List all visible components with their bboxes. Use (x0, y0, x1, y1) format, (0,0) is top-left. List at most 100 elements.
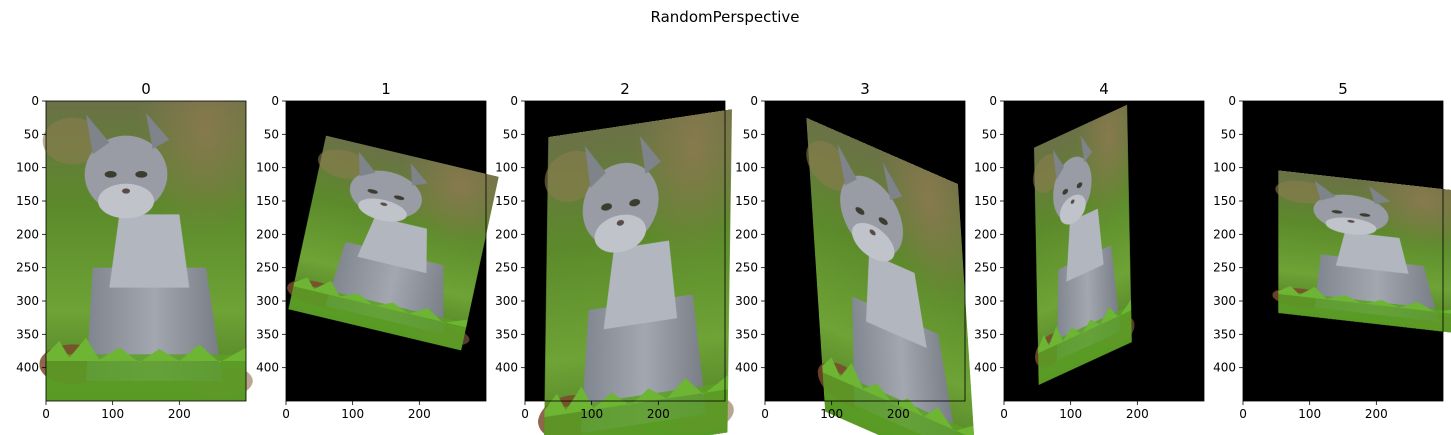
y-tick-label: 400 (735, 361, 758, 375)
lynx-photo-warp (39, 101, 253, 401)
x-tick-label: 100 (1059, 407, 1082, 421)
x-tick-label: 0 (282, 407, 290, 421)
y-tick-label: 300 (16, 294, 39, 308)
y-tick-label: 250 (256, 261, 279, 275)
y-tick-label: 300 (735, 294, 758, 308)
panel-title: 1 (381, 80, 391, 98)
y-tick-label: 300 (256, 294, 279, 308)
y-tick-label: 300 (495, 294, 518, 308)
y-tick-label: 350 (735, 327, 758, 341)
y-tick-label: 200 (1213, 227, 1236, 241)
y-tick-label: 50 (24, 127, 39, 141)
image-panel-2: 2 0 50 100 150 200 250 300 350 400 0 100 200 (495, 80, 739, 435)
x-tick-label: 200 (168, 407, 191, 421)
y-tick-label: 350 (16, 327, 39, 341)
y-tick-label: 0 (989, 94, 997, 108)
y-tick-label: 400 (16, 361, 39, 375)
y-tick-label: 250 (1213, 261, 1236, 275)
y-tick-label: 400 (256, 361, 279, 375)
x-tick-label: 200 (408, 407, 431, 421)
y-tick-label: 350 (495, 327, 518, 341)
image-panel-1: 1 0 50 100 150 200 250 300 350 400 0 100 200 (256, 80, 505, 421)
y-tick-label: 200 (735, 227, 758, 241)
y-tick-label: 350 (974, 327, 997, 341)
y-tick-label: 300 (1213, 294, 1236, 308)
lynx-photo-scale (1272, 169, 1451, 335)
panel-title: 4 (1099, 80, 1109, 98)
y-tick-label: 50 (1221, 127, 1236, 141)
x-tick-label: 100 (820, 407, 843, 421)
lynx-photo (1030, 103, 1135, 387)
x-tick-label: 200 (887, 407, 910, 421)
panel-title: 5 (1338, 80, 1348, 98)
y-tick-label: 150 (495, 194, 518, 208)
x-tick-label: 100 (1298, 407, 1321, 421)
panel-title: 2 (620, 80, 630, 98)
y-tick-label: 100 (735, 161, 758, 175)
lynx-photo (39, 101, 253, 401)
x-tick-label: 200 (1365, 407, 1388, 421)
x-tick-label: 0 (761, 407, 769, 421)
x-tick-label: 200 (647, 407, 670, 421)
axes-frame (1003, 100, 1205, 402)
y-tick-label: 200 (16, 227, 39, 241)
panel-title: 0 (141, 80, 151, 98)
lynx-photo (1272, 169, 1451, 335)
axes-frame (45, 100, 247, 402)
y-tick-label: 250 (974, 261, 997, 275)
y-tick-label: 400 (1213, 361, 1236, 375)
y-tick-label: 100 (256, 161, 279, 175)
x-tick-label: 100 (341, 407, 364, 421)
y-tick-label: 150 (1213, 194, 1236, 208)
image-panel-3: 3 0 50 100 150 200 250 300 350 400 0 100 200 (735, 80, 982, 435)
lynx-photo-scale (1030, 103, 1135, 387)
axes-frame (285, 100, 487, 402)
x-tick-label: 0 (1239, 407, 1247, 421)
y-tick-label: 50 (743, 127, 758, 141)
y-tick-label: 50 (503, 127, 518, 141)
y-tick-label: 150 (16, 194, 39, 208)
y-tick-label: 0 (510, 94, 518, 108)
y-tick-label: 0 (1228, 94, 1236, 108)
y-tick-label: 50 (264, 127, 279, 141)
y-tick-label: 150 (735, 194, 758, 208)
y-tick-label: 150 (974, 194, 997, 208)
image-panel-4: 4 0 50 100 150 200 250 300 350 400 0 100 200 (974, 80, 1205, 421)
lynx-photo-warp (537, 108, 739, 435)
x-tick-label: 100 (101, 407, 124, 421)
lynx-photo-warp (1030, 103, 1135, 387)
y-tick-label: 250 (16, 261, 39, 275)
y-tick-label: 300 (974, 294, 997, 308)
y-tick-label: 100 (16, 161, 39, 175)
x-tick-label: 200 (1126, 407, 1149, 421)
y-tick-label: 400 (974, 361, 997, 375)
y-tick-label: 100 (495, 161, 518, 175)
panel-title: 3 (860, 80, 870, 98)
y-tick-label: 0 (31, 94, 39, 108)
y-tick-label: 50 (982, 127, 997, 141)
y-tick-label: 0 (750, 94, 758, 108)
x-tick-label: 100 (580, 407, 603, 421)
axes-frame (764, 100, 966, 402)
y-tick-label: 350 (256, 327, 279, 341)
y-tick-label: 200 (495, 227, 518, 241)
y-tick-label: 350 (1213, 327, 1236, 341)
y-tick-label: 100 (974, 161, 997, 175)
x-tick-label: 0 (42, 407, 50, 421)
figure-suptitle: RandomPerspective (651, 8, 800, 26)
y-tick-label: 200 (974, 227, 997, 241)
y-tick-label: 150 (256, 194, 279, 208)
x-tick-label: 0 (521, 407, 529, 421)
lynx-photo-scale (537, 108, 739, 435)
y-tick-label: 250 (495, 261, 518, 275)
x-tick-label: 0 (1000, 407, 1008, 421)
y-tick-label: 250 (735, 261, 758, 275)
image-panel-0: 0 0 50 100 150 200 250 300 350 400 0 100 200 (16, 80, 253, 421)
axes-frame (524, 100, 726, 402)
axes-frame (1242, 100, 1444, 402)
lynx-photo-scale (39, 101, 253, 401)
y-tick-label: 400 (495, 361, 518, 375)
y-tick-label: 100 (1213, 161, 1236, 175)
